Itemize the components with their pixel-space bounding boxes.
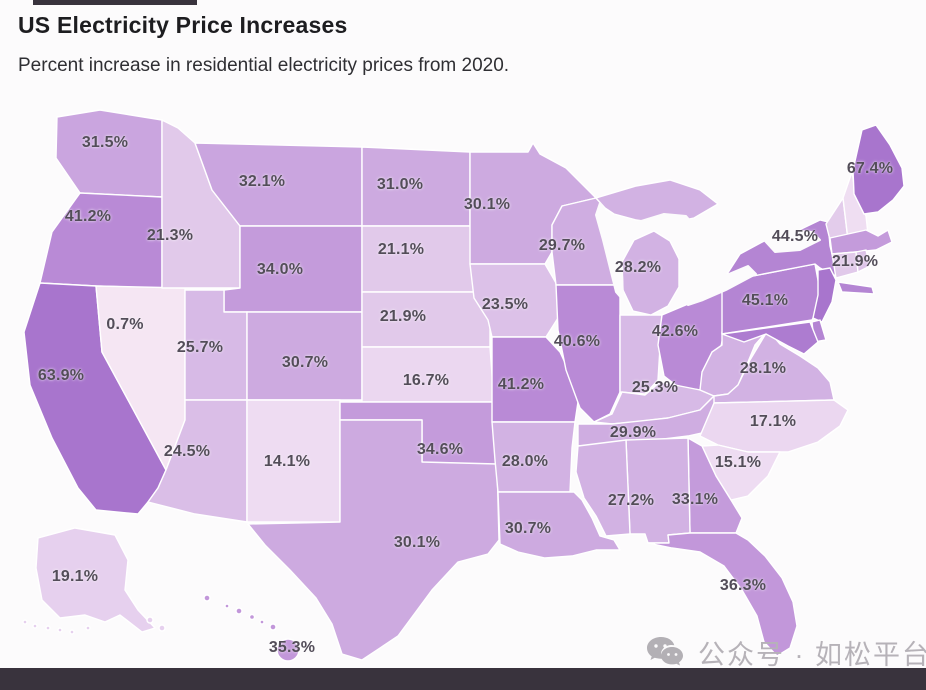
watermark-text: 公众号 · 如松平台	[698, 640, 926, 670]
value-label-NM: 14.1%	[263, 453, 311, 470]
value-label-HI: 35.3%	[268, 639, 316, 656]
hawaii-island	[235, 607, 243, 615]
page-subtitle: Percent increase in residential electric…	[18, 55, 510, 76]
value-label-CA: 63.9%	[37, 367, 85, 384]
state-shape-NE	[361, 291, 491, 348]
value-label-AK: 19.1%	[51, 568, 99, 585]
value-label-PA: 45.1%	[741, 292, 789, 309]
aleutian-island	[85, 625, 91, 631]
value-label-TX: 30.1%	[393, 534, 441, 551]
lake-michigan	[595, 202, 624, 301]
value-label-WY: 34.0%	[256, 261, 304, 278]
value-label-KS: 16.7%	[402, 372, 450, 389]
value-label-AZ: 24.5%	[163, 443, 211, 460]
state-shape-FL	[647, 532, 798, 657]
value-label-MN: 30.1%	[463, 196, 511, 213]
hawaii-big-island	[276, 638, 300, 662]
hawaii-island	[224, 603, 230, 609]
value-label-OR: 41.2%	[64, 208, 112, 225]
aleutian-island	[69, 629, 75, 635]
state-shape-WA	[55, 109, 163, 198]
value-label-ND: 31.0%	[376, 176, 424, 193]
value-label-FL: 36.3%	[719, 577, 767, 594]
value-label-NV: 0.7%	[106, 316, 144, 333]
state-shape-NY-long-island	[837, 281, 875, 295]
alaska-island	[158, 624, 166, 632]
state-shape-SD	[361, 225, 475, 293]
lake-huron	[637, 213, 699, 263]
value-label-IA: 23.5%	[481, 296, 529, 313]
lake-erie	[682, 265, 757, 306]
state-shape-MD	[721, 321, 819, 355]
hawaii-island	[259, 619, 265, 625]
value-label-NY: 44.5%	[771, 228, 819, 245]
page-title: US Electricity Price Increases	[18, 12, 348, 38]
value-label-OK: 34.6%	[416, 441, 464, 458]
value-label-CT: 21.9%	[831, 253, 879, 270]
value-label-MO: 41.2%	[497, 376, 545, 393]
value-label-MT: 32.1%	[238, 173, 286, 190]
value-label-CO: 30.7%	[281, 354, 329, 371]
state-shape-NJ	[812, 267, 837, 323]
value-label-OH: 42.6%	[651, 323, 699, 340]
state-shape-IN	[619, 314, 663, 395]
value-label-NE: 21.9%	[379, 308, 427, 325]
value-label-TN: 29.9%	[609, 424, 657, 441]
watermark: 公众号 · 如松平台	[646, 633, 926, 672]
state-shape-RI	[855, 249, 871, 273]
aleutian-island	[22, 619, 28, 625]
hawaii-island	[248, 613, 256, 621]
value-label-AL: 27.2%	[607, 492, 655, 509]
value-label-SD: 21.1%	[377, 241, 425, 258]
footer-bar	[0, 668, 926, 690]
value-label-KY: 25.3%	[631, 379, 679, 396]
value-label-GA: 33.1%	[671, 491, 719, 508]
state-shape-NC	[699, 399, 849, 453]
lake-ontario	[763, 229, 821, 253]
state-shape-IA	[469, 263, 561, 338]
hawaii-island	[203, 594, 211, 602]
state-shape-MS	[575, 439, 631, 537]
value-label-WA: 31.5%	[81, 134, 129, 151]
aleutian-island	[32, 623, 38, 629]
hawaii-island	[269, 623, 277, 631]
value-label-LA: 30.7%	[504, 520, 552, 537]
value-label-ME: 67.4%	[846, 160, 894, 177]
wechat-icon	[646, 635, 688, 671]
state-shape-LA	[497, 491, 621, 559]
value-label-AR: 28.0%	[501, 453, 549, 470]
value-label-IL: 40.6%	[553, 333, 601, 350]
value-label-NC: 17.1%	[749, 413, 797, 430]
value-label-UT: 25.7%	[176, 339, 224, 356]
header: US Electricity Price Increases Percent i…	[18, 12, 898, 77]
state-shape-MI-lower	[621, 230, 680, 316]
aleutian-island	[57, 627, 63, 633]
value-label-ID: 21.3%	[146, 227, 194, 244]
state-shape-ME	[852, 124, 905, 215]
value-label-MI: 28.2%	[614, 259, 662, 276]
value-label-WI: 29.7%	[538, 237, 586, 254]
alaska-island	[146, 616, 154, 624]
value-label-SC: 15.1%	[714, 454, 762, 471]
top-edge-strip	[33, 0, 197, 5]
state-shape-TX	[247, 419, 500, 661]
state-shape-AK	[35, 527, 156, 633]
value-label-VA: 28.1%	[739, 360, 787, 377]
aleutian-island	[45, 625, 51, 631]
state-shape-MI-upper	[595, 179, 719, 225]
